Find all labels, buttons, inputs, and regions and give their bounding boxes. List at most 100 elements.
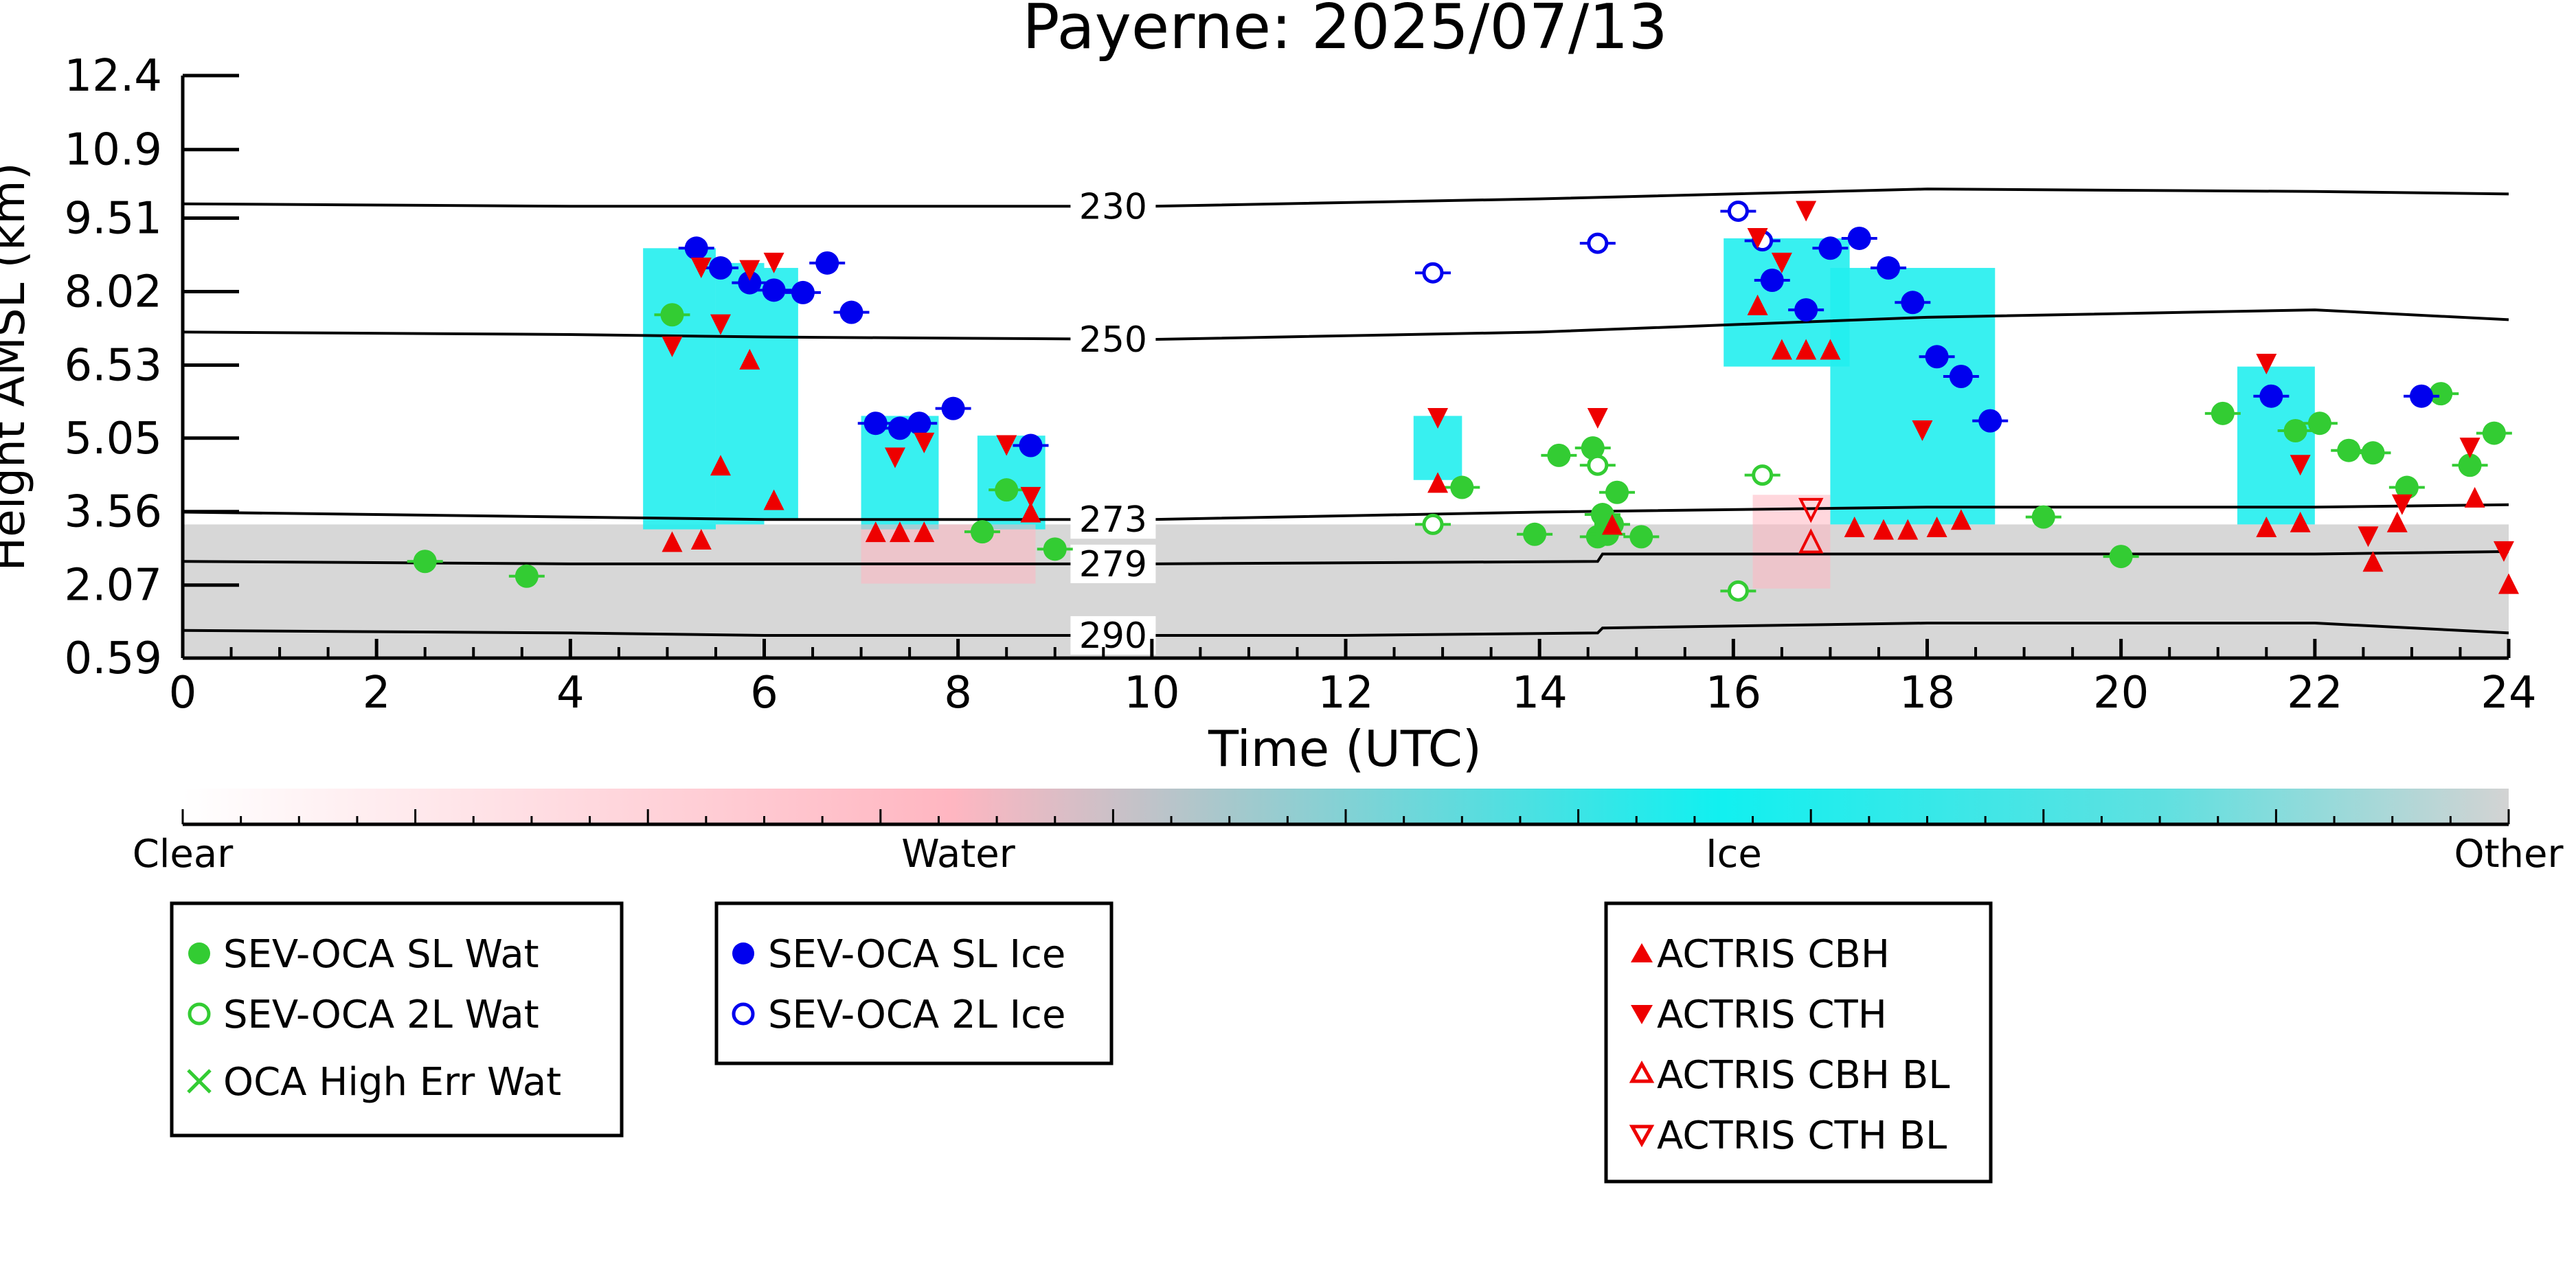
point-sev-oca-sl-wat: [2211, 401, 2235, 425]
cloud-region-ice: [764, 268, 798, 520]
point-actris-cbh: [1601, 514, 1623, 535]
point-actris-cbh: [1747, 294, 1768, 315]
point-actris-cbh: [1771, 339, 1792, 360]
point-sev-oca-2l-ice: [1587, 232, 1609, 254]
x-tick-label: 22: [2287, 668, 2342, 719]
point-sev-oca-sl-wat: [2337, 438, 2361, 462]
point-sev-oca-sl-wat: [1629, 525, 1653, 549]
legend-marker-sl-ice: [732, 942, 754, 964]
point-actris-cth: [763, 252, 784, 273]
point-sev-oca-sl-wat: [1043, 537, 1067, 561]
point-sev-oca-sl-ice: [738, 271, 762, 295]
point-sev-oca-sl-wat: [1523, 522, 1547, 546]
colorbar-label-water: Water: [901, 832, 1016, 877]
legend-water-box: [170, 901, 624, 1138]
legend-marker-actris-cbh: [1631, 943, 1653, 962]
point-sev-oca-sl-wat: [413, 550, 437, 574]
point-sev-oca-sl-wat: [2482, 421, 2506, 445]
legend-actris: ACTRIS CBH ACTRIS CTH ACTRIS CBH BL ACTR…: [1604, 901, 1993, 1184]
point-actris-cbh: [2362, 551, 2384, 572]
point-actris-cth: [1796, 201, 1817, 222]
point-actris-cth: [996, 435, 1017, 456]
x-tick-label: 24: [2481, 668, 2536, 719]
point-actris-cth: [739, 260, 760, 281]
legend-actris-box: [1604, 901, 1993, 1184]
isotherm-label-bg-230: [1070, 187, 1156, 226]
legend-label-actris-cth: ACTRIS CTH: [1657, 993, 1887, 1037]
point-actris-cbh: [2256, 517, 2277, 538]
point-sev-oca-sl-ice: [863, 411, 888, 436]
point-sev-oca-sl-ice: [2259, 384, 2283, 408]
chart-title: Payerne: 2025/07/13: [1022, 0, 1668, 63]
point-sev-oca-sl-wat: [2395, 475, 2419, 499]
point-sev-oca-sl-ice: [839, 300, 863, 324]
point-actris-cth: [1427, 408, 1449, 429]
cloud-region-ice: [643, 248, 716, 530]
point-actris-cbh: [2386, 511, 2408, 532]
isotherm-line-290: [183, 622, 2509, 637]
isotherm-label-279: 279: [1079, 544, 1147, 585]
isotherm-layer: [183, 188, 2509, 637]
isotherm-label-bg-250: [1070, 319, 1156, 359]
legend-marker-actris-cth-bl: [1629, 1125, 1655, 1148]
point-sev-oca-sl-ice: [684, 236, 708, 260]
point-actris-cbh-bl: [1798, 528, 1824, 554]
point-sev-oca-sl-ice: [2410, 384, 2434, 408]
isotherm-line-279: [183, 550, 2509, 565]
legend-ice-box: [714, 901, 1114, 1065]
colorbar-label-ice: Ice: [1706, 832, 1762, 877]
y-tick-label: 2.07: [65, 561, 163, 611]
point-sev-oca-sl-ice: [1901, 291, 1925, 315]
point-sev-oca-sl-ice: [709, 256, 733, 280]
point-actris-cbh: [1873, 519, 1895, 540]
x-tick-label: 0: [169, 668, 197, 719]
x-tick-label: 20: [2093, 668, 2149, 719]
point-actris-cth: [884, 447, 905, 468]
point-actris-cbh: [2464, 486, 2485, 508]
legend-marker-actris-cth: [1631, 1005, 1653, 1024]
x-axis-label: Time (UTC): [1208, 720, 1482, 778]
point-actris-cbh: [1950, 509, 1971, 530]
observation-points-layer: [407, 200, 2519, 602]
point-actris-cth: [1771, 252, 1792, 273]
legend-marker-sl-wat: [188, 942, 210, 964]
x-tick-label: 2: [363, 668, 391, 719]
isotherm-label-bg-290: [1070, 615, 1156, 655]
x-tick-label: 18: [1899, 668, 1955, 719]
legend-label-actris-cbh: ACTRIS CBH: [1657, 932, 1890, 977]
point-sev-oca-2l-wat: [1422, 513, 1444, 535]
point-actris-cth: [662, 336, 683, 357]
x-tick-label: 8: [944, 668, 972, 719]
point-actris-cth: [2459, 438, 2481, 459]
point-sev-oca-sl-ice: [1760, 268, 1784, 292]
x-tick-label: 10: [1124, 668, 1179, 719]
legend-label-higherr-wat: OCA High Err Wat: [223, 1060, 561, 1105]
point-sev-oca-sl-ice: [815, 251, 839, 275]
point-actris-cbh: [1844, 517, 1865, 538]
legend-marker-actris-cbh-bl: [1629, 1060, 1655, 1083]
point-sev-oca-sl-ice: [1019, 433, 1043, 457]
y-axis-label: Height AMSL (km): [0, 163, 35, 572]
point-sev-oca-2l-wat: [1587, 454, 1609, 476]
point-sev-oca-sl-wat: [970, 520, 994, 544]
point-sev-oca-sl-ice: [941, 396, 965, 420]
y-tick-label: 10.9: [65, 125, 163, 176]
isotherm-label-bg-273: [1070, 500, 1156, 539]
point-sev-oca-sl-wat: [2458, 453, 2482, 477]
legend-water: SEV-OCA SL Wat SEV-OCA 2L Wat OCA High E…: [170, 901, 624, 1138]
x-ticks: 0 2 4 6 8 10 12 14 16 18 20 22 24: [169, 639, 2537, 719]
legend-marker-2l-wat: [188, 1002, 211, 1026]
isotherm-line-273: [183, 503, 2509, 521]
point-actris-cth: [914, 432, 935, 453]
point-actris-cth: [1587, 408, 1608, 429]
point-actris-cth: [1912, 420, 1933, 441]
point-actris-cth: [1020, 486, 1041, 508]
point-sev-oca-sl-ice: [762, 278, 786, 302]
x-tick-label: 12: [1318, 668, 1373, 719]
cloud-mask-layer: [183, 238, 2509, 658]
point-actris-cbh: [763, 489, 784, 510]
point-actris-cbh: [710, 455, 732, 476]
point-actris-cth: [2493, 541, 2514, 562]
colorbar-ticks: [181, 809, 2510, 824]
point-sev-oca-sl-wat: [2109, 545, 2133, 569]
